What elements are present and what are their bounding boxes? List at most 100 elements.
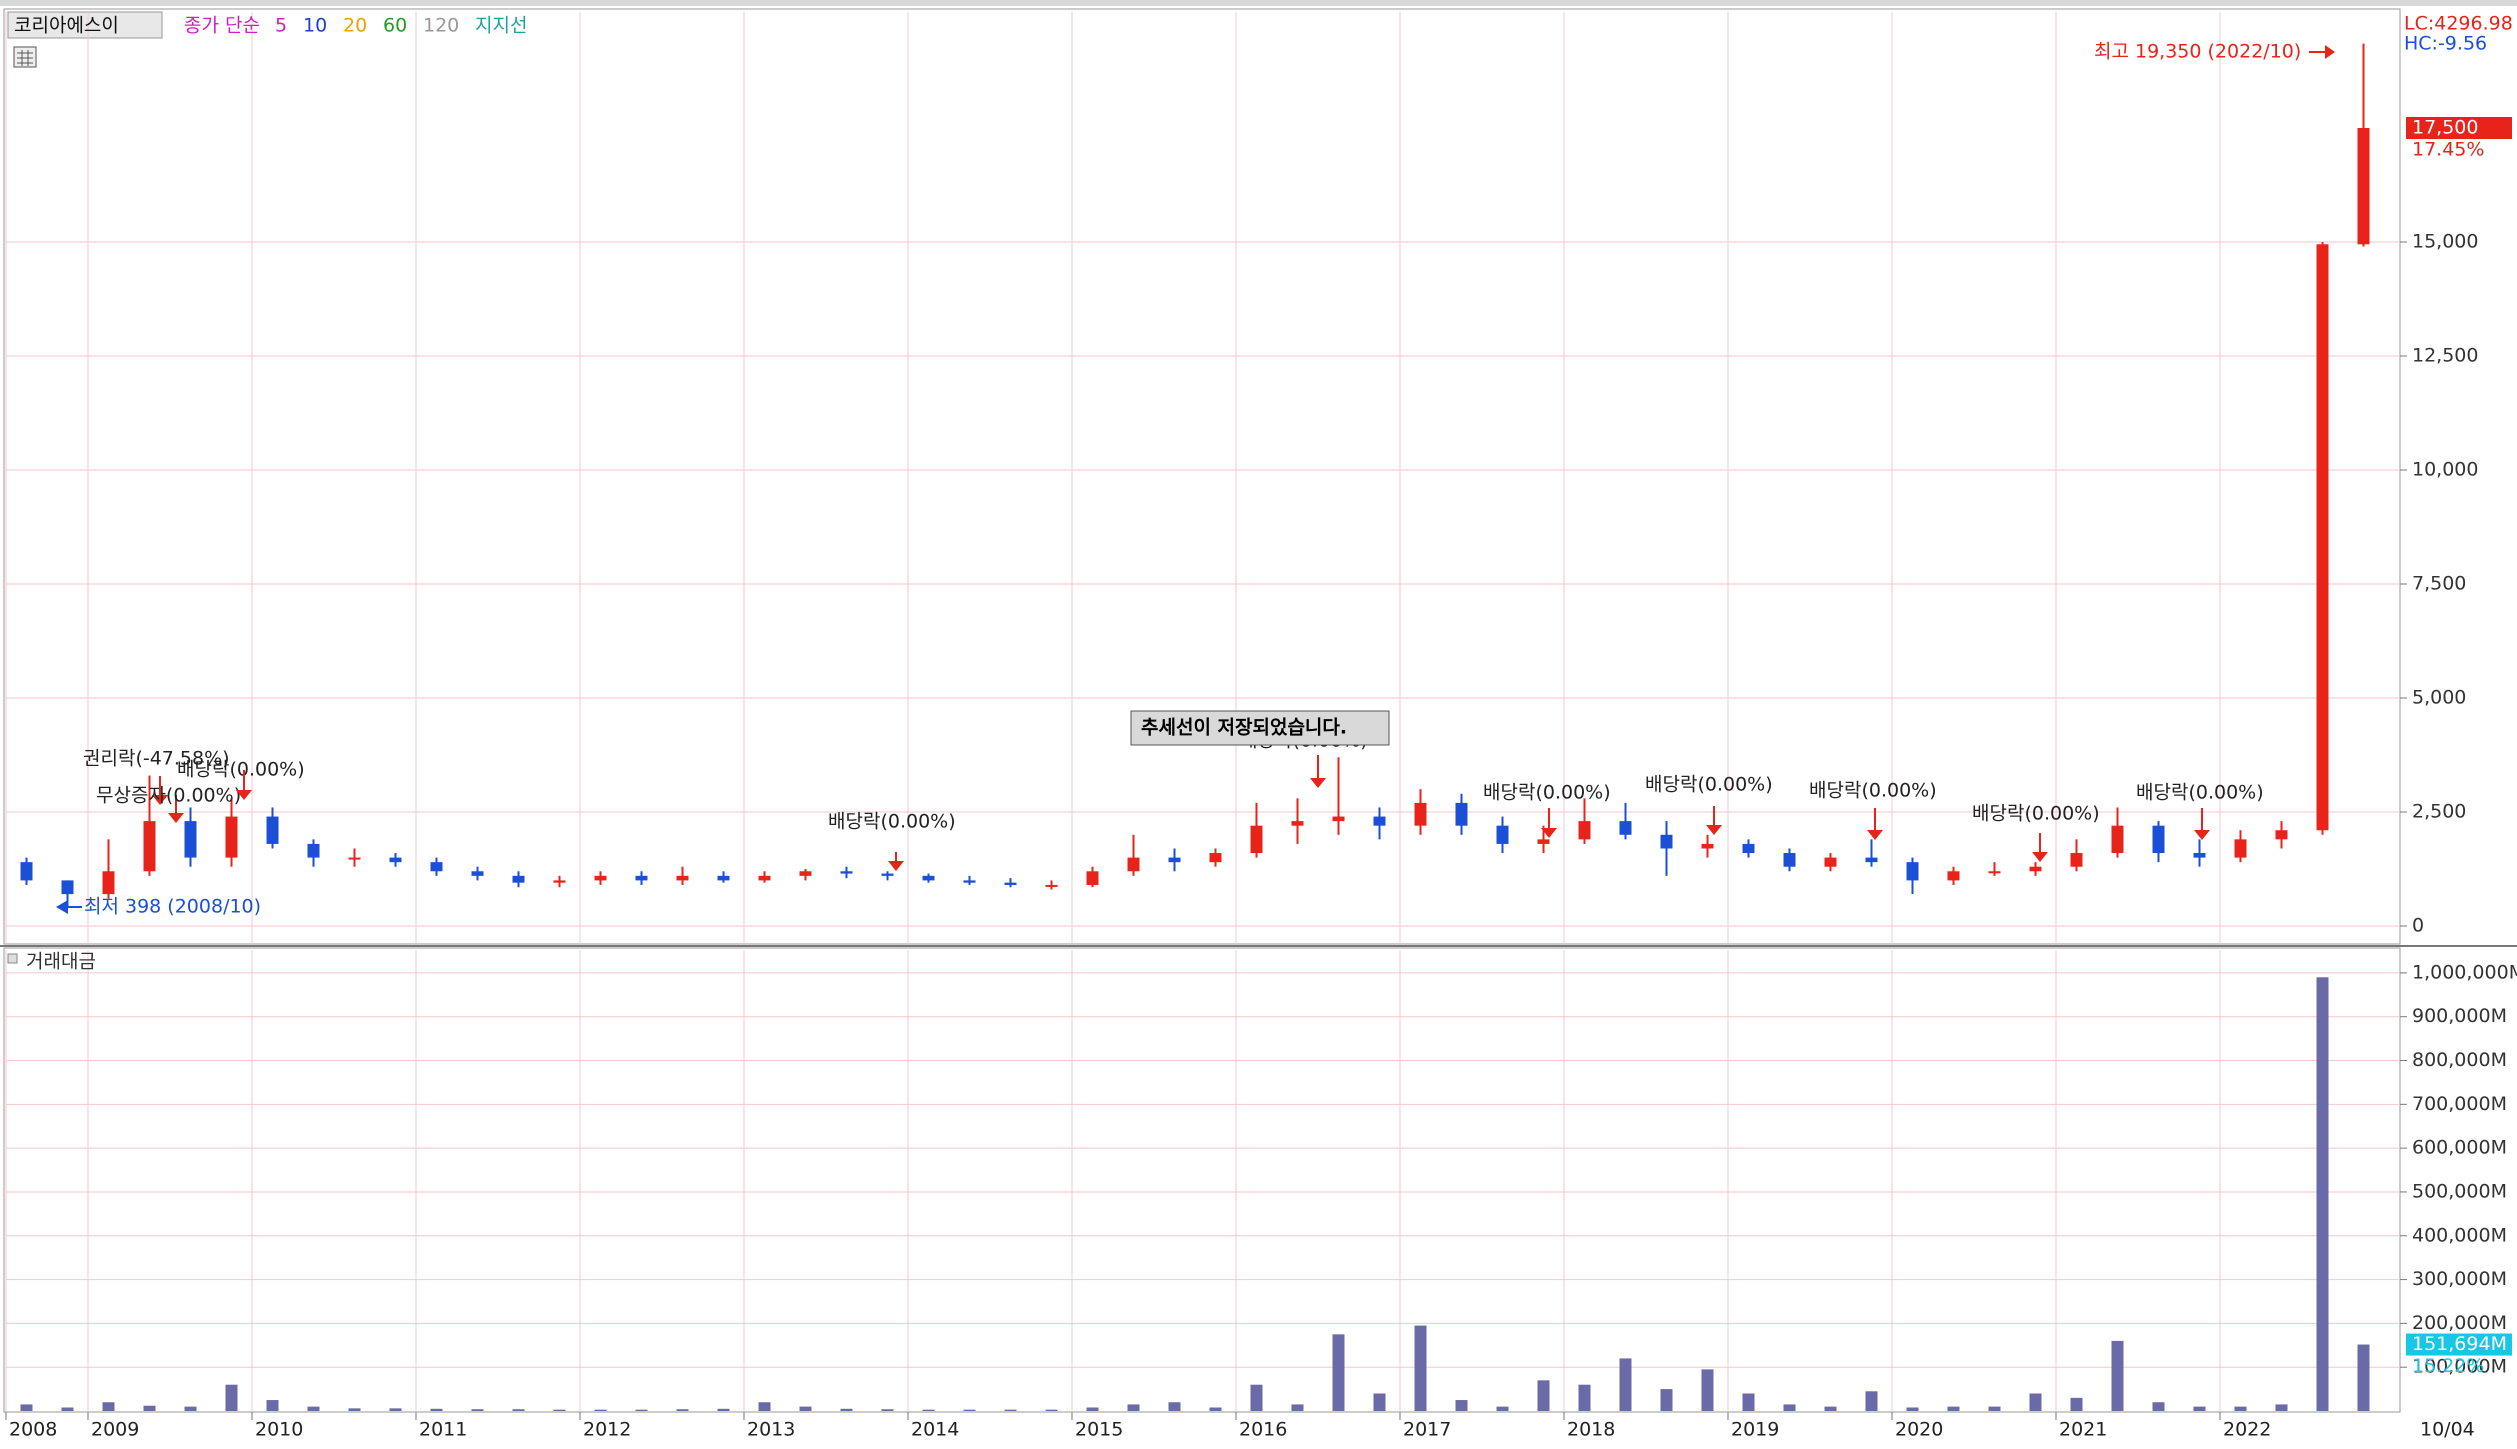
annotation: 배당락(0.00%) <box>177 759 305 781</box>
y-tick-label: 600,000M <box>2412 1137 2507 1159</box>
volume-bar <box>1906 1407 1919 1411</box>
candle-body <box>143 821 156 872</box>
candle-body <box>348 857 361 860</box>
candle-body <box>2029 866 2042 872</box>
change-label: 17.45% <box>2412 139 2484 161</box>
candle-body <box>1332 816 1345 822</box>
candle-body <box>1414 802 1427 826</box>
candle-body <box>1291 821 1304 826</box>
candle-body <box>1906 862 1919 881</box>
candle-body <box>2193 853 2206 858</box>
stock-name-box[interactable] <box>7 11 163 39</box>
panel-toggle[interactable] <box>7 953 18 964</box>
candle-body <box>1168 857 1181 863</box>
candle-body <box>635 875 648 881</box>
volume-bar <box>2275 1404 2288 1411</box>
candle-body <box>881 873 894 876</box>
volume-bar <box>1045 1409 1058 1411</box>
volume-bar <box>1004 1409 1017 1411</box>
indicator-item: 120 <box>423 15 459 37</box>
volume-title: 거래대금 <box>26 951 96 973</box>
candle-body <box>1537 839 1550 844</box>
last-value-label: 151,694M <box>2412 1333 2507 1355</box>
candle-body <box>1988 871 2001 874</box>
last-value-box <box>2406 117 2512 139</box>
candle-body <box>1824 857 1837 867</box>
volume-bar <box>1947 1406 1960 1411</box>
stock-name: 코리아에스이 <box>14 15 119 37</box>
candle-body <box>2234 839 2247 858</box>
candle-body <box>717 875 730 881</box>
volume-bar <box>61 1407 74 1411</box>
volume-bar <box>20 1404 33 1411</box>
candle-body <box>1045 884 1058 887</box>
candle-body <box>1742 843 1755 854</box>
candle-body <box>389 857 402 863</box>
volume-panel <box>3 947 2401 1413</box>
volume-bar <box>2152 1402 2165 1411</box>
volume-bar <box>2070 1397 2083 1411</box>
candle-body <box>2316 244 2329 831</box>
volume-bar <box>1373 1393 1386 1411</box>
volume-bar <box>1414 1325 1427 1411</box>
y-tick-label: 12,500 <box>2412 345 2478 367</box>
y-tick-label: 700,000M <box>2412 1093 2507 1115</box>
candle-body <box>2357 128 2370 245</box>
annotation: 배당락(0.00%) <box>1972 803 2100 825</box>
candle-body <box>676 875 689 881</box>
change-label: 15.22% <box>2412 1355 2484 1377</box>
annotation-arrowhead <box>236 790 252 800</box>
annotation: 배당락(0.00%) <box>1645 774 1773 796</box>
candle-body <box>799 871 812 876</box>
candle-body <box>512 875 525 883</box>
candle-body <box>2275 830 2288 840</box>
x-tick-label: 2019 <box>1731 1419 1779 1441</box>
candle-body <box>1865 857 1878 863</box>
annotation-arrowhead <box>1867 830 1883 840</box>
volume-bar <box>1578 1384 1591 1411</box>
y-tick-label: 100,000M <box>2412 1356 2507 1378</box>
candle-body <box>1947 871 1960 881</box>
volume-bar <box>184 1406 197 1411</box>
indicator-item: 지지선 <box>475 15 527 37</box>
x-tick-label: 2020 <box>1895 1419 1943 1441</box>
annotation-arrowhead <box>56 900 68 914</box>
volume-bar <box>512 1409 525 1411</box>
annotation-arrowhead <box>2194 830 2210 840</box>
annotation-arrowhead <box>2325 45 2335 59</box>
annotation: 최고 19,350 (2022/10) <box>2094 41 2301 63</box>
candle-body <box>758 875 771 881</box>
status-lc: LC:4296.98 <box>2404 13 2513 35</box>
volume-bar <box>922 1409 935 1411</box>
candle-body <box>1619 821 1632 835</box>
candle-body <box>430 862 443 872</box>
volume-bar <box>1701 1369 1714 1411</box>
y-tick-label: 7,500 <box>2412 573 2466 595</box>
volume-bar <box>1783 1404 1796 1411</box>
candle-body <box>1455 802 1468 826</box>
annotation: 배당락(0.00%) <box>828 811 956 833</box>
candle-body <box>225 816 238 858</box>
annotation-arrowhead <box>152 795 168 805</box>
x-tick-label: 2021 <box>2059 1419 2107 1441</box>
volume-bar <box>1127 1404 1140 1411</box>
volume-bar <box>348 1408 361 1411</box>
volume-bar <box>225 1384 238 1411</box>
y-tick-label: 1,000,000M <box>2412 961 2517 983</box>
volume-bar <box>307 1406 320 1411</box>
annotation: 배당락(0.00%) <box>2136 782 2264 804</box>
candle-body <box>840 871 853 874</box>
volume-bar <box>1660 1389 1673 1411</box>
candle-body <box>266 816 279 844</box>
volume-bar <box>1619 1358 1632 1411</box>
candle-body <box>307 843 320 858</box>
date-label: 10/04 <box>2420 1419 2475 1441</box>
grid-icon[interactable] <box>13 46 37 68</box>
x-tick-label: 2022 <box>2223 1419 2271 1441</box>
volume-bar <box>758 1402 771 1411</box>
candle-body <box>61 880 74 895</box>
volume-bar <box>594 1409 607 1411</box>
volume-bar <box>2193 1406 2206 1411</box>
notice-box <box>1130 710 1390 746</box>
